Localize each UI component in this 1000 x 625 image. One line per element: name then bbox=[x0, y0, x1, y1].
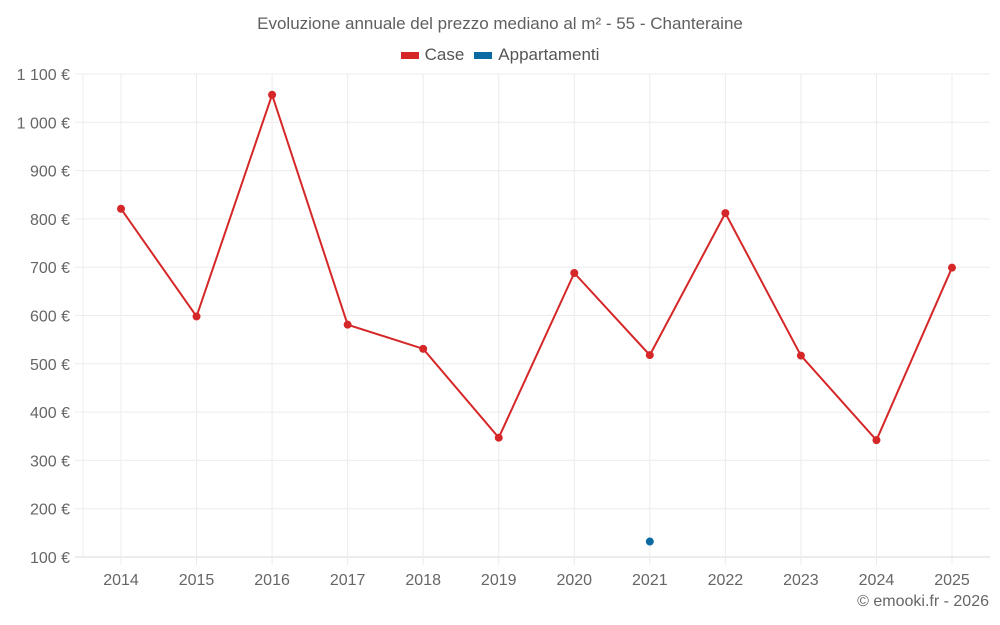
data-point-case[interactable] bbox=[570, 268, 579, 277]
y-tick-label: 500 € bbox=[30, 357, 70, 374]
data-point-case[interactable] bbox=[721, 209, 730, 218]
y-tick-label: 1 100 € bbox=[17, 67, 70, 84]
data-point-case[interactable] bbox=[645, 351, 654, 360]
x-tick-label: 2015 bbox=[179, 572, 215, 589]
x-tick-label: 2024 bbox=[859, 572, 895, 589]
chart-title: Evoluzione annuale del prezzo mediano al… bbox=[257, 14, 743, 33]
x-tick-label: 2016 bbox=[254, 572, 290, 589]
data-point-case[interactable] bbox=[419, 344, 428, 353]
x-tick-label: 2014 bbox=[103, 572, 139, 589]
legend-label-appartamenti: Appartamenti bbox=[498, 45, 600, 64]
legend-label-case: Case bbox=[424, 45, 465, 64]
y-tick-label: 400 € bbox=[30, 405, 70, 422]
data-point-case[interactable] bbox=[117, 204, 125, 213]
series-line-case bbox=[120, 91, 953, 442]
y-tick-label: 700 € bbox=[30, 260, 70, 277]
x-tick-label: 2022 bbox=[708, 572, 744, 589]
data-point-appartamenti[interactable] bbox=[645, 537, 654, 546]
x-tick-label: 2020 bbox=[556, 572, 592, 589]
x-tick-label: 2018 bbox=[405, 572, 441, 589]
data-point-case[interactable] bbox=[268, 90, 277, 99]
y-tick-label: 800 € bbox=[30, 212, 70, 229]
y-tick-label: 600 € bbox=[30, 309, 70, 326]
legend-item-appartamenti[interactable]: Appartamenti bbox=[474, 45, 599, 65]
credit: © emooki.fr - 2026 bbox=[857, 593, 989, 610]
y-tick-label: 900 € bbox=[30, 164, 70, 181]
data-point-case[interactable] bbox=[494, 433, 503, 442]
data-point-case[interactable] bbox=[948, 263, 956, 272]
x-tick-label: 2019 bbox=[481, 572, 517, 589]
legend: Case Appartamenti bbox=[0, 45, 1000, 65]
x-tick-label: 2025 bbox=[934, 572, 970, 589]
data-point-case[interactable] bbox=[192, 312, 201, 321]
x-tick-label: 2023 bbox=[783, 572, 819, 589]
x-tick-label: 2017 bbox=[330, 572, 366, 589]
data-point-case[interactable] bbox=[872, 436, 881, 445]
data-point-case[interactable] bbox=[343, 320, 352, 329]
y-tick-label: 300 € bbox=[30, 453, 70, 470]
y-tick-label: 1 000 € bbox=[17, 115, 70, 132]
legend-swatch-case bbox=[400, 51, 419, 59]
x-tick-label: 2021 bbox=[632, 572, 668, 589]
data-point-case[interactable] bbox=[796, 351, 805, 360]
legend-swatch-appartamenti bbox=[474, 51, 493, 59]
y-tick-label: 200 € bbox=[30, 502, 70, 519]
legend-item-case[interactable]: Case bbox=[400, 45, 465, 65]
y-tick-label: 100 € bbox=[30, 550, 70, 567]
